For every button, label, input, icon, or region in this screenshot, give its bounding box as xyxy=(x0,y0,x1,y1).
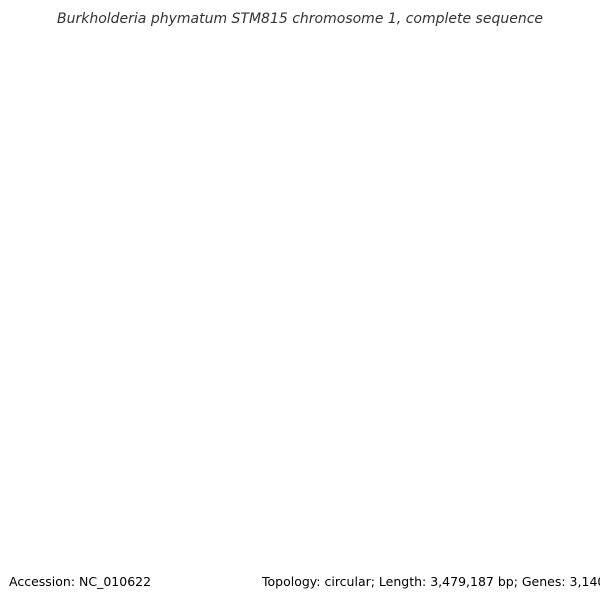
map-title: Burkholderia phymatum STM815 chromosome … xyxy=(57,11,543,27)
accession-label: Accession: NC_010622 xyxy=(9,574,152,589)
topology-label: Topology: circular; Length: 3,479,187 bp… xyxy=(260,574,600,589)
